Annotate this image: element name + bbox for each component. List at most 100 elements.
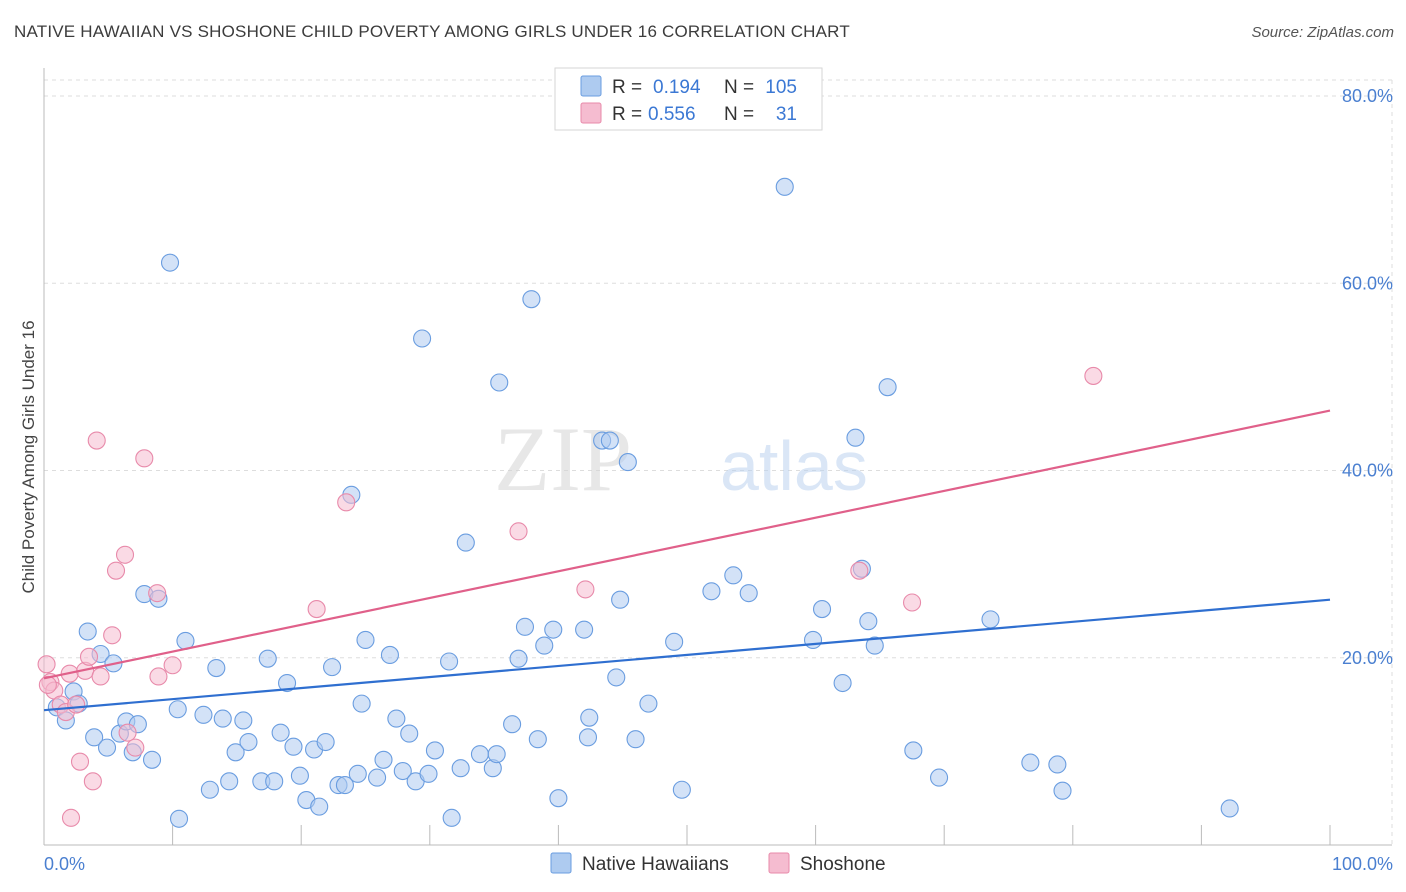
native-hawaiian-point [316,732,335,752]
native-hawaiian-point [234,711,253,730]
native-hawaiian-point [352,694,371,713]
native-hawaiian-point [515,617,535,636]
native-hawaiian-point [78,622,97,641]
native-hawaiian-point [803,630,823,650]
shoshone-point [126,738,145,757]
shoshone-point [307,600,326,619]
legend-r-label-1: R = [612,77,642,98]
native-hawaiian-point [271,723,290,742]
shoshone-point [576,580,595,599]
native-hawaiian-point [578,728,598,747]
native-hawaiian-point [335,776,354,795]
shoshone-point [83,772,102,791]
shoshone-point [902,593,922,612]
native-hawaiian-point [878,378,897,397]
native-hawaiian-point [528,730,547,749]
series-swatch-native-hawaiians [550,852,572,874]
legend-n-label-2: N = [724,104,754,125]
native-hawaiian-point [672,780,691,799]
native-hawaiian-point [169,809,189,828]
native-hawaiian-point [419,764,438,783]
shoshone-point [67,695,86,714]
native-hawaiian-point [207,658,226,678]
chart-title: NATIVE HAWAIIAN VS SHOSHONE CHILD POVERT… [14,22,850,41]
trend-lines [43,409,1331,712]
y-tick-label: 20.0% [1342,648,1393,668]
native-hawaiian-point [374,750,393,769]
watermark-atlas: atlas [720,427,868,505]
native-hawaiian-point [509,649,528,668]
native-hawaiian-point [859,612,878,631]
native-hawaiian-point [665,632,684,651]
shoshone-point [850,561,869,580]
native-hawaiian-point [575,620,594,639]
y-tick-label: 60.0% [1342,273,1393,293]
native-hawaiian-point [368,768,387,787]
shoshone-point [106,561,126,580]
tick-labels: 20.0% 40.0% 60.0% 80.0% 0.0% 100.0% [44,86,1393,874]
native-hawaiian-point [535,636,554,655]
data-points [37,177,1239,828]
native-hawaiian-point [387,709,406,728]
native-hawaiian-point [425,741,444,760]
native-hawaiian-point [200,780,219,799]
native-hawaiian-point [846,428,865,447]
legend-r-label-2: R = [612,104,642,125]
native-hawaiian-point [600,431,619,450]
native-hawaiian-point [168,700,187,719]
series-legend: Native Hawaiians Shoshone [550,852,886,875]
legend-n-value-2: 31 [776,104,797,125]
shoshone-point [509,522,528,541]
legend-swatch-blue [580,75,602,97]
native-hawaiian-point [97,738,117,757]
native-hawaiian-point [607,668,626,687]
native-hawaiian-point [833,673,852,693]
shoshone-point [115,545,135,564]
native-hawaiian-point [522,290,541,309]
native-hawaiian-point [490,373,509,392]
shoshone-point [118,723,137,742]
native-hawaiian-point [544,620,563,639]
y-tick-label: 80.0% [1342,86,1393,106]
native-hawaiian-point [442,808,461,827]
native-hawaiian-point [865,636,884,655]
legend-r-value-1: 0.194 [653,77,701,98]
native-hawaiian-point [702,582,721,601]
native-hawaiian-point [400,724,419,743]
native-hawaiian-point [812,600,832,619]
native-hawaiian-point [194,705,213,724]
shoshone-point [148,584,167,603]
native-hawaiian-point [1021,753,1040,772]
native-hawaiian-point [239,732,258,752]
native-hawaiian-point [930,768,949,787]
native-hawaiian-point [290,766,309,785]
legend-r-value-2: 0.556 [648,104,696,125]
native-hawaiian-point [618,453,637,472]
native-hawaiian-point [356,630,375,650]
shoshone-point [38,675,57,694]
native-hawaiian-point [413,329,432,348]
shoshone-point [70,752,90,771]
native-hawaiian-point [487,745,506,764]
x-tick-label: 100.0% [1332,854,1393,874]
source-credit: Source: ZipAtlas.com [1251,24,1394,41]
stats-legend: R = 0.194 N = 105 R = 0.556 N = 31 [554,67,823,131]
watermark-zip: ZIP [494,408,632,510]
native-hawaiian-point [348,764,367,783]
native-hawaiian-point [580,708,599,727]
shoshone-point [337,493,356,512]
native-hawaiian-point [258,649,277,668]
shoshone-point [1084,366,1103,385]
legend-n-value-1: 105 [765,77,797,98]
native-hawaiian-point [724,566,743,585]
native-hawaiian-point [220,772,239,791]
native-hawaiian-point [981,610,1000,629]
native-hawaiian-point [1048,755,1067,774]
native-hawaiian-point [323,658,342,677]
legend-n-label-1: N = [724,77,754,98]
native-hawaiian-point [503,715,522,734]
shoshone-point [135,449,154,468]
shoshone-point [163,656,182,675]
native-hawaiian-point [380,645,399,664]
